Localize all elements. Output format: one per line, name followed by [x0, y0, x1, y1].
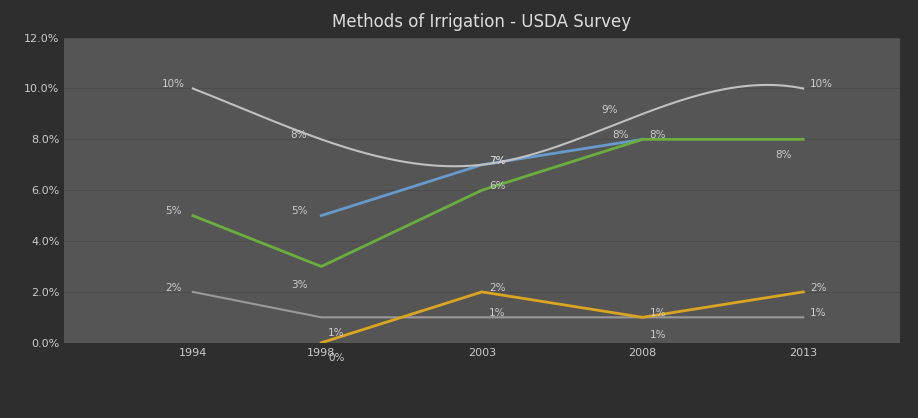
Text: 1%: 1% — [489, 308, 506, 318]
Text: 10%: 10% — [811, 79, 834, 89]
Text: 5%: 5% — [165, 206, 182, 217]
Text: 1%: 1% — [811, 308, 827, 318]
Text: 6%: 6% — [489, 181, 506, 191]
Text: 7%: 7% — [489, 155, 506, 166]
Text: 2%: 2% — [165, 283, 182, 293]
Text: 1%: 1% — [329, 328, 345, 338]
Text: 10%: 10% — [162, 79, 185, 89]
Text: 9%: 9% — [601, 105, 618, 115]
Text: 5%: 5% — [291, 206, 308, 217]
Text: 7%: 7% — [489, 155, 506, 166]
Title: Methods of Irrigation - USDA Survey: Methods of Irrigation - USDA Survey — [332, 13, 632, 31]
Text: 0%: 0% — [329, 353, 344, 363]
Text: 1%: 1% — [650, 308, 666, 318]
Text: 8%: 8% — [650, 130, 666, 140]
Text: 8%: 8% — [776, 150, 792, 160]
Text: 2%: 2% — [489, 283, 506, 293]
Text: 2%: 2% — [811, 283, 827, 293]
Text: 3%: 3% — [291, 280, 308, 290]
Text: 1%: 1% — [650, 330, 666, 340]
Text: 8%: 8% — [612, 130, 629, 140]
Text: 8%: 8% — [291, 130, 308, 140]
